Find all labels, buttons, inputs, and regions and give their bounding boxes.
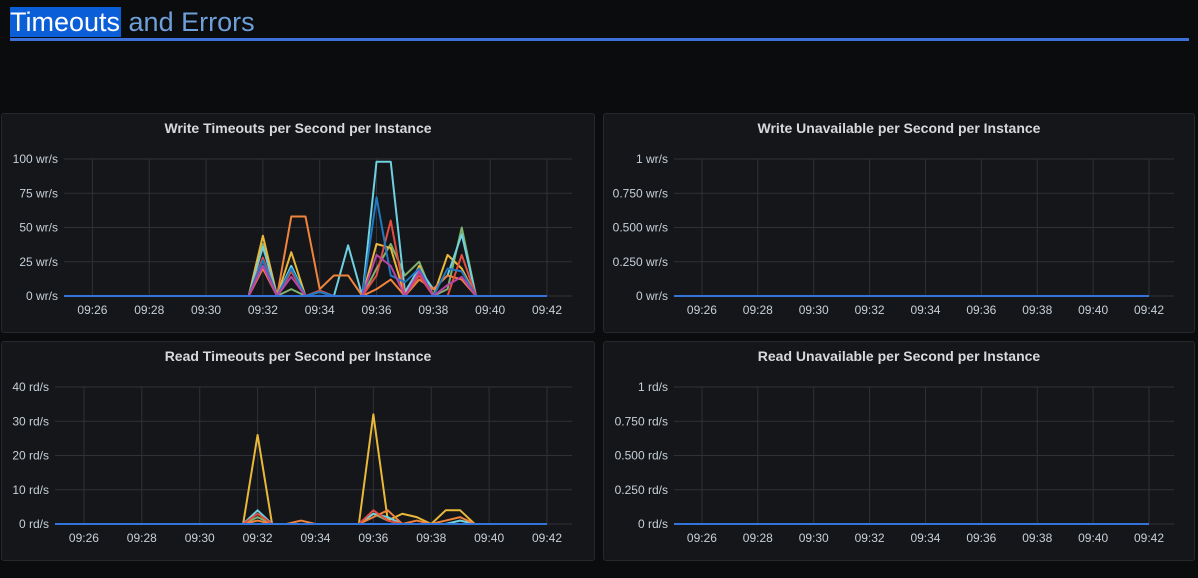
x-tick-label: 09:26	[687, 303, 717, 317]
y-tick-label: 40 rd/s	[12, 380, 49, 394]
x-tick-label: 09:42	[532, 303, 562, 317]
x-tick-label: 09:28	[134, 303, 164, 317]
y-tick-label: 75 wr/s	[19, 186, 58, 200]
x-tick-label: 09:30	[799, 531, 829, 545]
y-tick-label: 0 wr/s	[26, 289, 58, 303]
read-unavailable-chart: 0 rd/s 0.250 rd/s 0.500 rd/s 0.750 rd/s 1 rd…	[615, 380, 1174, 545]
x-tick-label: 09:36	[966, 531, 996, 545]
panel-title[interactable]: Read Timeouts per Second per Instance	[164, 348, 432, 364]
y-tick-label: 1 rd/s	[638, 380, 668, 394]
panel-write-unavailable[interactable]: Write Unavailable per Second per Instanc…	[603, 113, 1195, 333]
x-tick-label: 09:30	[191, 303, 221, 317]
series-line-5[interactable]	[64, 196, 547, 297]
x-tick-label: 09:32	[248, 303, 278, 317]
x-tick-label: 09:34	[300, 531, 330, 545]
y-tick-label: 0.750 wr/s	[613, 186, 668, 200]
x-tick-label: 09:32	[855, 303, 885, 317]
series-line-1[interactable]	[55, 413, 547, 525]
series-line-3[interactable]	[64, 215, 547, 297]
x-tick-label: 09:36	[966, 303, 996, 317]
y-tick-label: 25 wr/s	[19, 255, 58, 269]
read-timeouts-chart: 0 rd/s 10 rd/s 20 rd/s 30 rd/s 40 rd/s 09:26 0…	[12, 380, 572, 545]
x-tick-label: 09:38	[418, 303, 448, 317]
x-tick-label: 09:28	[743, 303, 773, 317]
x-tick-label: 09:34	[910, 531, 940, 545]
x-tick-label: 09:32	[855, 531, 885, 545]
x-tick-label: 09:40	[1078, 303, 1108, 317]
write-timeouts-chart: 0 wr/s 25 wr/s 50 wr/s 75 wr/s 100 wr/s 09:26…	[13, 152, 572, 317]
y-tick-label: 100 wr/s	[13, 152, 58, 166]
y-tick-label: 0.250 wr/s	[613, 255, 668, 269]
y-tick-label: 0 wr/s	[636, 289, 668, 303]
y-tick-label: 1 wr/s	[636, 152, 668, 166]
x-tick-label: 09:42	[1134, 303, 1164, 317]
x-tick-label: 09:42	[1134, 531, 1164, 545]
row-title-rest: and Errors	[121, 7, 255, 37]
panel-title[interactable]: Write Unavailable per Second per Instanc…	[757, 120, 1041, 136]
x-tick-label: 09:40	[1078, 531, 1108, 545]
y-tick-label: 20 rd/s	[12, 449, 49, 463]
x-tick-label: 09:38	[1022, 303, 1052, 317]
x-tick-label: 09:26	[687, 531, 717, 545]
y-tick-label: 50 wr/s	[19, 221, 58, 235]
series-line-2[interactable]	[64, 160, 547, 297]
x-tick-label: 09:36	[362, 303, 392, 317]
x-tick-label: 09:32	[243, 531, 273, 545]
y-tick-label: 0.250 rd/s	[615, 483, 668, 497]
y-tick-label: 30 rd/s	[12, 414, 49, 428]
panel-read-timeouts[interactable]: Read Timeouts per Second per Instance 0 …	[1, 341, 595, 561]
panel-title[interactable]: Read Unavailable per Second per Instance	[757, 348, 1041, 364]
y-tick-label: 0 rd/s	[638, 517, 668, 531]
panel-title[interactable]: Write Timeouts per Second per Instance	[164, 120, 432, 136]
x-tick-label: 09:38	[416, 531, 446, 545]
y-tick-label: 0.500 rd/s	[615, 449, 668, 463]
y-tick-label: 10 rd/s	[12, 483, 49, 497]
y-tick-label: 0 rd/s	[19, 517, 49, 531]
y-tick-label: 0.500 wr/s	[613, 221, 668, 235]
row-title-underline	[10, 38, 1189, 41]
y-tick-label: 0.750 rd/s	[615, 414, 668, 428]
x-tick-label: 09:38	[1022, 531, 1052, 545]
x-tick-label: 09:26	[69, 531, 99, 545]
x-tick-label: 09:40	[474, 531, 504, 545]
x-tick-label: 09:30	[799, 303, 829, 317]
x-tick-label: 09:40	[475, 303, 505, 317]
x-tick-label: 09:26	[77, 303, 107, 317]
x-tick-label: 09:36	[358, 531, 388, 545]
write-unavailable-chart: 0 wr/s 0.250 wr/s 0.500 wr/s 0.750 wr/s 1 wr…	[613, 152, 1174, 317]
row-title[interactable]: Timeouts and Errors	[10, 4, 255, 40]
x-tick-label: 09:30	[185, 531, 215, 545]
x-tick-label: 09:42	[532, 531, 562, 545]
x-tick-label: 09:34	[305, 303, 335, 317]
panel-write-timeouts[interactable]: Write Timeouts per Second per Instance 0…	[1, 113, 595, 333]
x-tick-label: 09:34	[910, 303, 940, 317]
x-tick-label: 09:28	[127, 531, 157, 545]
x-tick-label: 09:28	[743, 531, 773, 545]
row-title-highlight: Timeouts	[10, 7, 122, 37]
panel-read-unavailable[interactable]: Read Unavailable per Second per Instance…	[603, 341, 1195, 561]
